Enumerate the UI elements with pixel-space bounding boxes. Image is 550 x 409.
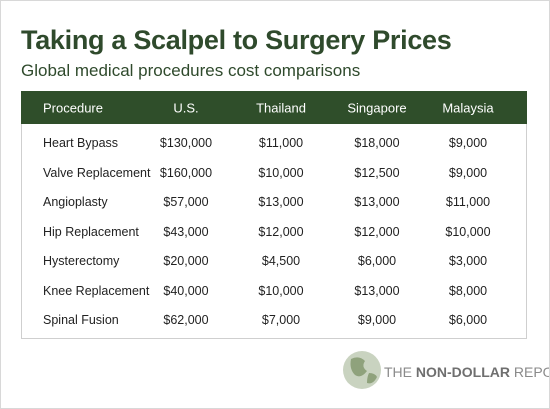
logo-globe: [343, 351, 381, 389]
brand-name: NON-DOLLAR: [415, 364, 510, 380]
brand-suffix: REPORT: [513, 364, 549, 380]
price: $40,000: [163, 283, 209, 298]
table-frame: [21, 91, 527, 339]
price: $57,000: [163, 195, 209, 209]
price: $9,000: [448, 165, 488, 180]
price: $160,000: [159, 165, 213, 180]
price: $12,000: [354, 224, 400, 239]
procedure-name: Valve Replacement: [43, 165, 151, 180]
price: $12,500: [354, 165, 400, 180]
price: $130,000: [159, 136, 213, 150]
title: Taking a Scalpel to Surgery Prices: [21, 25, 452, 55]
column-header: U.S.: [173, 100, 199, 115]
price: $10,000: [258, 165, 304, 180]
price: $6,000: [448, 313, 488, 327]
procedure-name: Heart Bypass: [43, 136, 119, 150]
brand-prefix: THE: [384, 364, 412, 380]
price: $13,000: [354, 283, 400, 298]
price: $4,500: [261, 254, 301, 268]
price: $7,000: [261, 313, 301, 327]
header-row: [21, 91, 527, 124]
logo-text: THE NON-DOLLAR REPORT: [384, 364, 549, 380]
procedure-name: Knee Replacement: [43, 283, 150, 298]
column-header: Thailand: [256, 100, 306, 115]
column-header: Procedure: [43, 100, 103, 115]
price: $12,000: [258, 224, 304, 239]
price: $20,000: [163, 254, 209, 268]
price: $10,000: [258, 283, 304, 298]
price: $8,000: [448, 283, 488, 298]
price: $11,000: [445, 195, 491, 209]
price: $6,000: [357, 254, 397, 268]
procedure-name: Hip Replacement: [43, 224, 139, 239]
price: $9,000: [448, 136, 488, 150]
column-header: Malaysia: [442, 100, 494, 115]
price: $13,000: [258, 195, 304, 209]
subtitle: Global medical procedures cost compariso…: [21, 61, 361, 80]
price: $62,000: [163, 313, 209, 327]
procedure-name: Hysterectomy: [43, 254, 120, 268]
price: $13,000: [354, 195, 400, 209]
procedure-name: Spinal Fusion: [43, 313, 119, 327]
price: $18,000: [354, 136, 400, 150]
price: $10,000: [445, 224, 491, 239]
price: $11,000: [258, 136, 304, 150]
column-header: Singapore: [347, 100, 407, 115]
price: $43,000: [163, 224, 209, 239]
price: $9,000: [357, 313, 397, 327]
procedure-name: Angioplasty: [43, 195, 108, 209]
price: $3,000: [448, 254, 488, 268]
